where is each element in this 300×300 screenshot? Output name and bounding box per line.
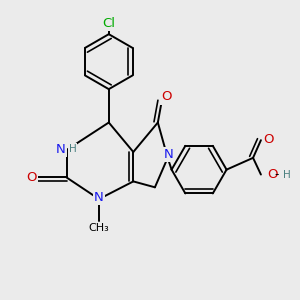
Text: CH₃: CH₃ [88, 223, 109, 232]
Text: H: H [283, 169, 290, 179]
Text: N: N [56, 142, 66, 155]
Text: N: N [94, 190, 104, 204]
Text: O: O [267, 168, 277, 181]
Text: -: - [274, 168, 279, 181]
Text: N: N [164, 148, 173, 161]
Text: Cl: Cl [102, 17, 115, 30]
Text: H: H [68, 144, 76, 154]
Text: O: O [26, 171, 37, 184]
Text: O: O [263, 133, 274, 146]
Text: O: O [161, 91, 172, 103]
